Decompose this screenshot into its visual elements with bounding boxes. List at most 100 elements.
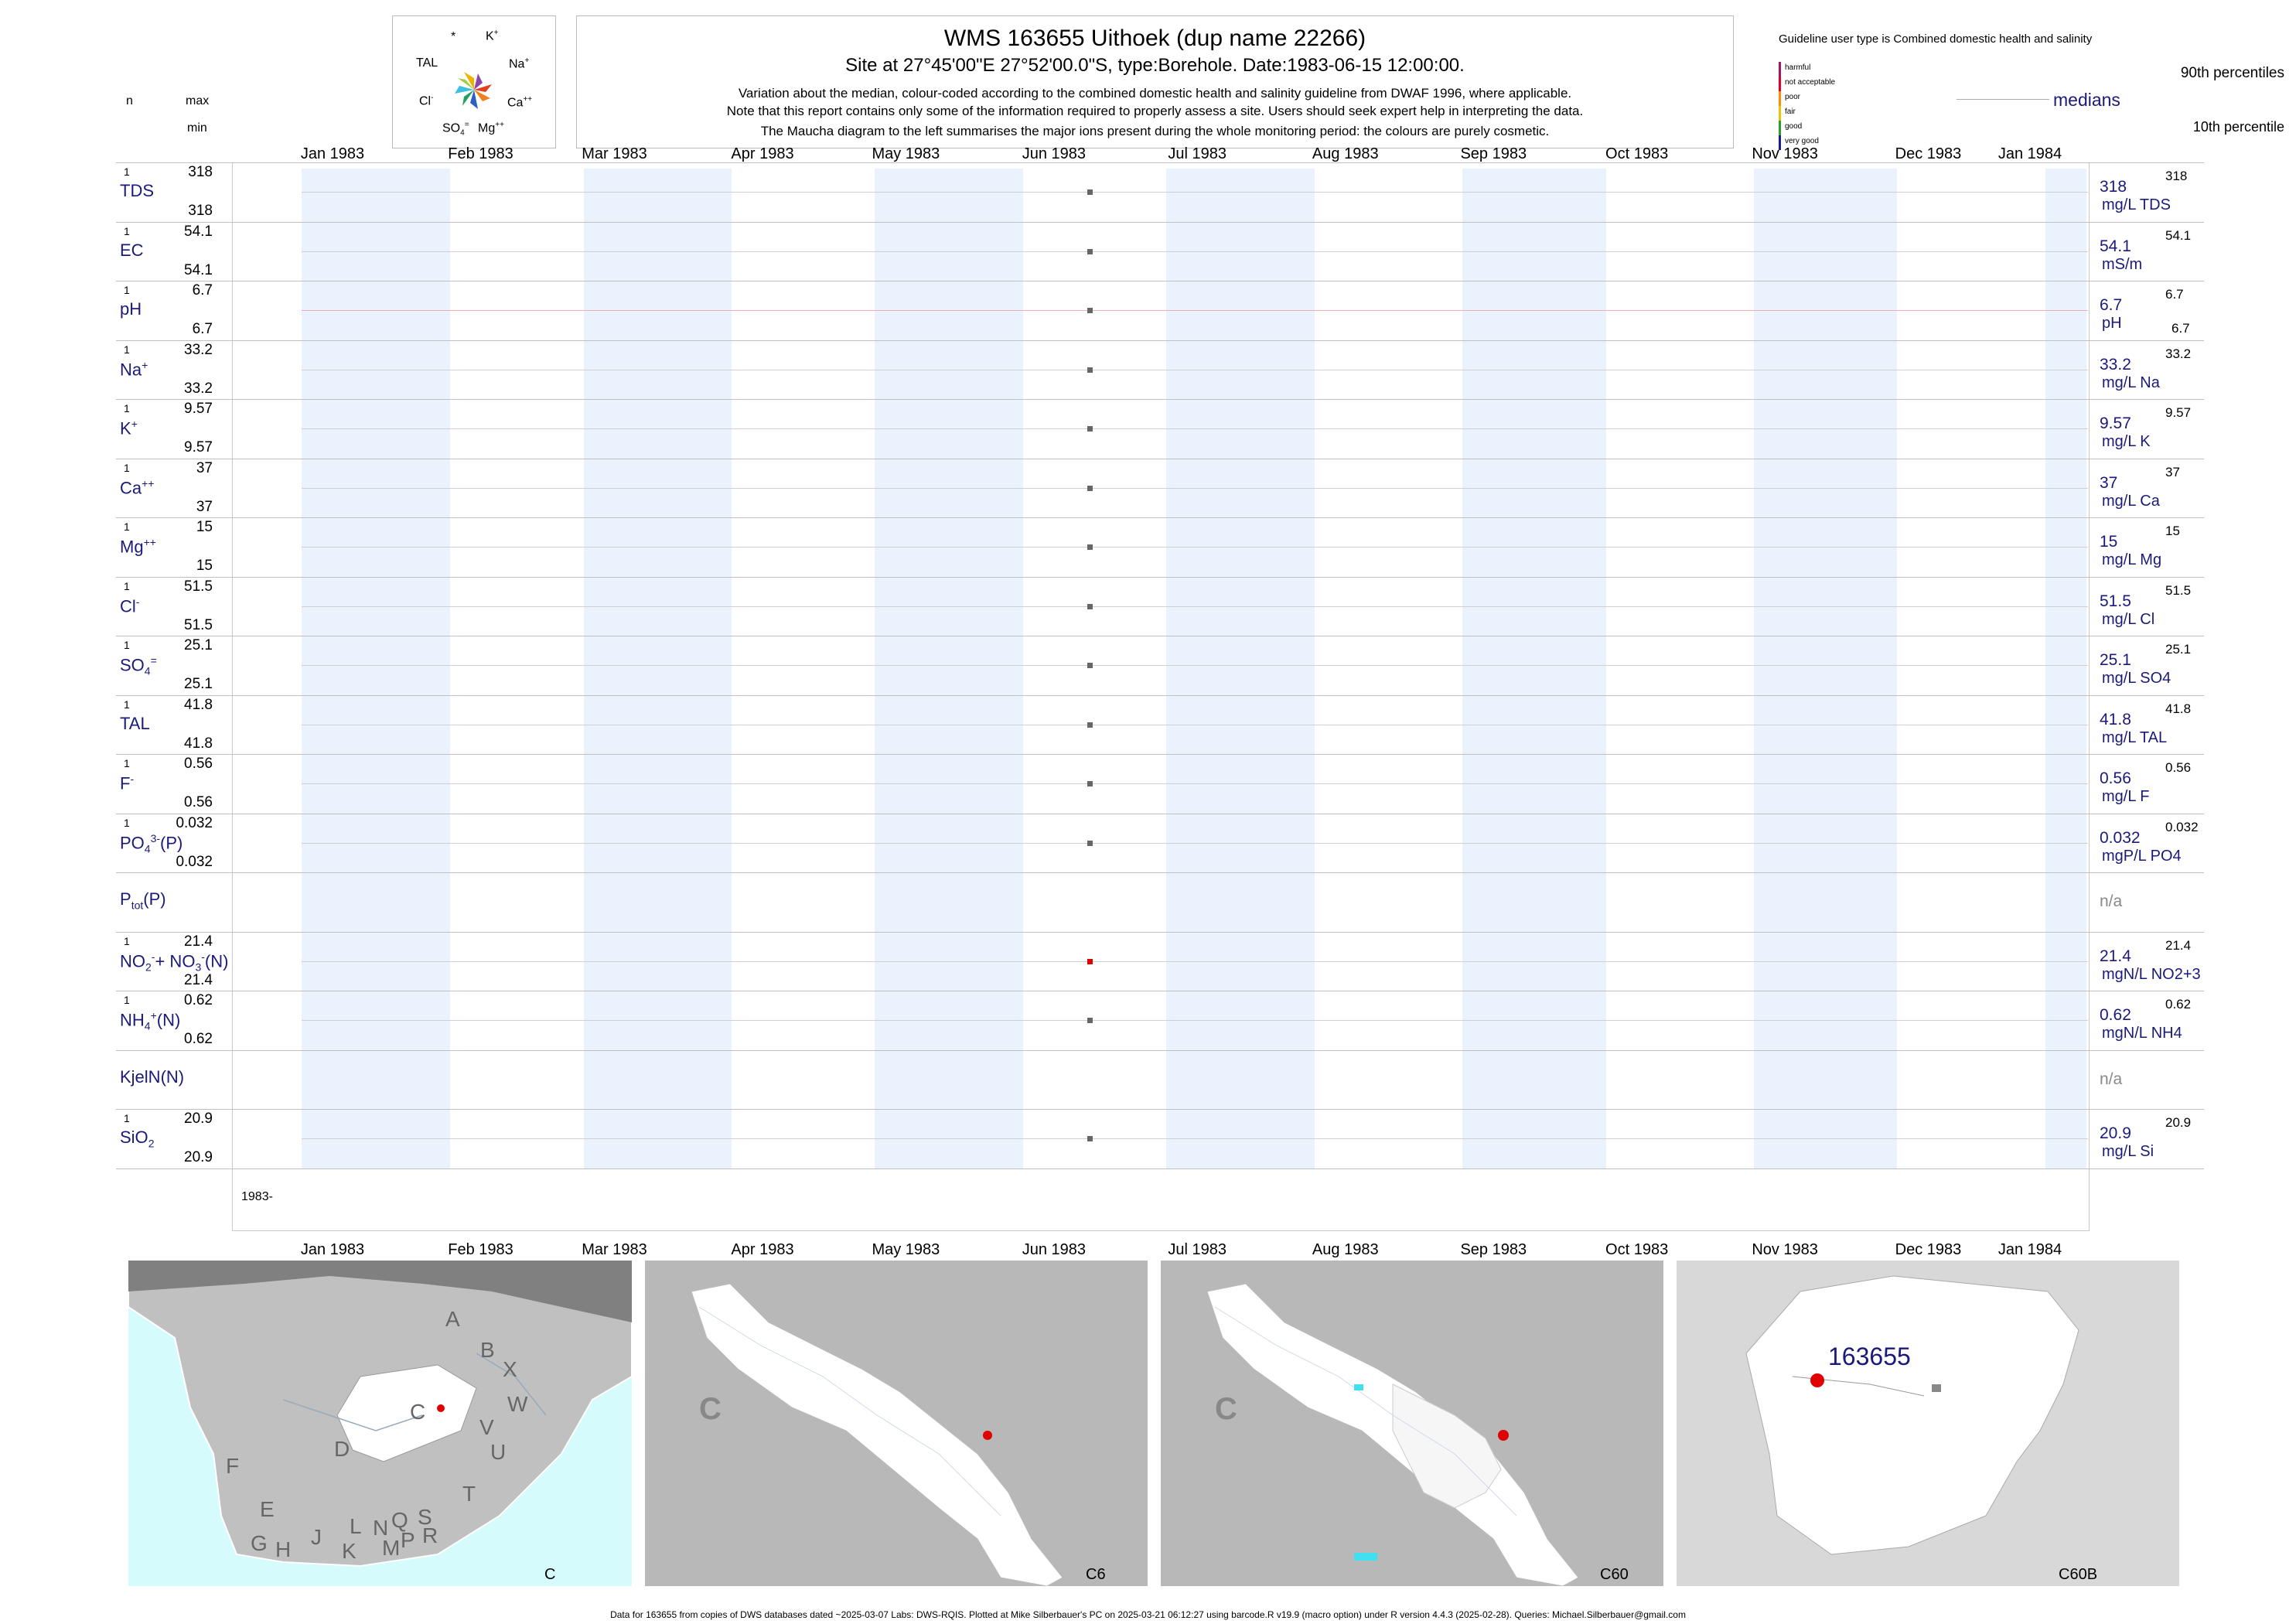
row-max-cl: 51.5 — [184, 578, 213, 595]
row-label-tal: TAL — [120, 713, 150, 733]
right-value-po4: 0.032 — [2100, 828, 2141, 847]
row-min-ph: 6.7 — [192, 321, 213, 337]
page-subtitle: Site at 27°45'00"E 27°52'00.0"S, type:Bo… — [845, 55, 1465, 76]
right-value-mg: 15 — [2100, 533, 2118, 551]
row-min-po4: 0.032 — [176, 853, 213, 870]
row-label-k: K+ — [120, 418, 138, 438]
row-max-mg: 15 — [196, 519, 213, 535]
row-median-line — [302, 960, 2088, 962]
row-max-tal: 41.8 — [184, 696, 213, 713]
right-value-k: 9.57 — [2100, 415, 2131, 432]
footer: Data for 163655 from copies of DWS datab… — [610, 1609, 1686, 1620]
x-tick-label-bottom: May 1983 — [872, 1240, 940, 1258]
row-median-line — [302, 842, 2088, 844]
map-drainage-letter: D — [334, 1437, 350, 1461]
right-value-tal: 41.8 — [2100, 710, 2131, 728]
legend-color-bar — [1779, 77, 1781, 91]
row-min-k: 9.57 — [184, 439, 213, 455]
legend-category-label: harmful — [1785, 63, 1811, 72]
row-median-line — [302, 665, 2088, 666]
row-label-so4: SO4= — [120, 654, 157, 677]
x-tick-label-bottom: Nov 1983 — [1752, 1240, 1818, 1258]
row-median-line — [302, 606, 2088, 607]
legend-color-bar — [1779, 62, 1781, 77]
legend-p10: 10th percentile — [2192, 119, 2284, 135]
right-max-so4: 25.1 — [2165, 642, 2192, 657]
row-max-sio2: 20.9 — [184, 1111, 213, 1127]
right-unit-f: mg/L F — [2102, 788, 2150, 805]
row-max-nh4: 0.62 — [184, 992, 213, 1008]
legend-category-label: poor — [1785, 93, 1801, 101]
legend: Guideline user type is Combined domestic… — [1771, 29, 2289, 153]
map-drainage-letter: X — [503, 1357, 517, 1381]
right-unit-ca: mg/L Ca — [2102, 492, 2160, 510]
month-shade — [1754, 169, 1898, 1169]
right-value-sio2: 20.9 — [2100, 1124, 2131, 1142]
right-max-ec: 54.1 — [2165, 227, 2192, 243]
row-median-line — [302, 487, 2088, 489]
row-min-tal: 41.8 — [184, 735, 213, 752]
map-c60: C C60 — [1161, 1261, 1663, 1586]
row-max-f: 0.56 — [184, 756, 213, 772]
right-max-sio2: 20.9 — [2165, 1115, 2192, 1130]
chart-area: Jan 1983 Jan 1983 Feb 1983 Feb 1983 Mar 1983… — [116, 145, 2204, 1258]
maucha-mg-label: Mg++ — [478, 121, 504, 135]
row-min-nh4: 0.62 — [184, 1031, 213, 1047]
row-n-ec: 1 — [124, 224, 130, 237]
row-min-so4: 25.1 — [184, 676, 213, 692]
row-label-ph: pH — [120, 299, 142, 319]
map-drainage-letter: P — [401, 1528, 415, 1552]
row-label-mg: Mg++ — [120, 536, 156, 557]
x-tick-label-top: Jun 1983 — [1022, 145, 1087, 162]
data-point-mg — [1087, 544, 1093, 550]
right-max-po4: 0.032 — [2165, 819, 2199, 834]
right-unit-no3: mgN/L NO2+3 — [2102, 965, 2201, 983]
row-min-ca: 37 — [196, 498, 213, 515]
right-value-nh4: 0.62 — [2100, 1006, 2131, 1024]
legend-medians: medians — [2053, 90, 2120, 110]
note-line-3: The Maucha diagram to the left summarise… — [760, 124, 1550, 138]
legend-category-label: not acceptable — [1785, 78, 1836, 87]
data-point-ca — [1087, 485, 1093, 491]
n-header: n — [126, 94, 133, 107]
legend-median-line — [1957, 99, 2049, 100]
map-drainage-letter: B — [480, 1338, 495, 1362]
right-max-tds: 318 — [2165, 169, 2188, 183]
row-min-mg: 15 — [196, 558, 213, 574]
row-label-no3: NO2-+ NO3-(N) — [120, 950, 229, 974]
legend-category-label: fair — [1785, 107, 1796, 116]
row-label-cl: Cl- — [120, 595, 140, 616]
row-median-line — [302, 192, 2088, 193]
map-caption-c60b: C60B — [2059, 1566, 2098, 1583]
row-n-po4: 1 — [124, 816, 130, 829]
row-label-sio2: SiO2 — [120, 1128, 155, 1150]
right-unit-ec: mS/m — [2102, 255, 2143, 273]
row-separator — [116, 694, 2204, 696]
row-n-ph: 1 — [124, 284, 130, 296]
right-value-cl: 51.5 — [2100, 592, 2131, 610]
x-tick-label-bottom: Oct 1983 — [1605, 1240, 1669, 1258]
right-value-tds: 318 — [2100, 178, 2127, 196]
right-unit-tds: mg/L TDS — [2102, 196, 2171, 213]
right-max-f: 0.56 — [2165, 760, 2192, 775]
right-max-cl: 51.5 — [2165, 582, 2192, 598]
row-n-nh4: 1 — [124, 994, 130, 1006]
row-separator — [116, 576, 2204, 578]
row-n-sio2: 1 — [124, 1112, 130, 1124]
x-tick-label-top: Oct 1983 — [1605, 145, 1669, 162]
row-max-ec: 54.1 — [184, 223, 213, 240]
right-unit-sio2: mg/L Si — [2102, 1143, 2154, 1160]
maucha-k-label: K+ — [486, 29, 499, 43]
row-n-mg: 1 — [124, 520, 130, 533]
x-tick-label-bottom: Mar 1983 — [582, 1240, 647, 1258]
row-min-na: 33.2 — [184, 380, 213, 397]
right-value-kjel: n/a — [2100, 1070, 2123, 1088]
row-n-na: 1 — [124, 343, 130, 356]
data-point-f — [1087, 781, 1093, 786]
note-line-2: Note that this report contains only some… — [726, 104, 1584, 118]
map-c60b: 163655 C60B — [1677, 1261, 2179, 1586]
data-point-tal — [1087, 722, 1093, 728]
x-tick-label-top: Jul 1983 — [1168, 145, 1227, 162]
map-drainage-letter: W — [507, 1392, 528, 1416]
data-point-po4 — [1087, 840, 1093, 846]
